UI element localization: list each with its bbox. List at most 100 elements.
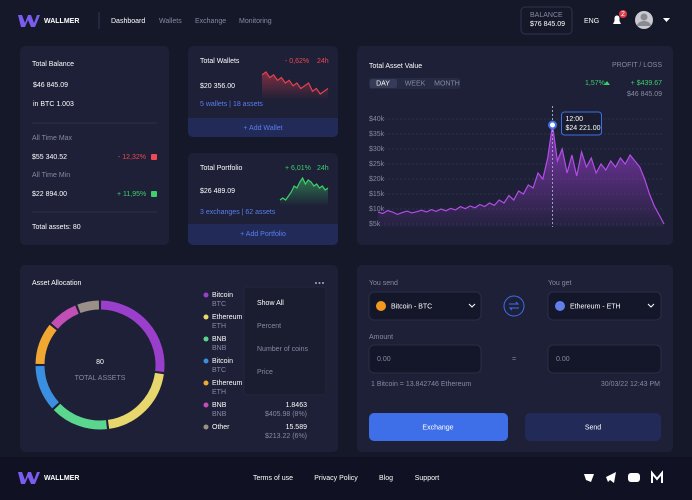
dot bbox=[322, 282, 324, 284]
send-button[interactable] bbox=[525, 413, 661, 441]
y-tick-label: $20k bbox=[369, 176, 385, 183]
avatar-body bbox=[637, 21, 651, 26]
eth-icon bbox=[555, 301, 565, 311]
sparkline-area bbox=[262, 72, 328, 100]
get-coin: Ethereum - ETH bbox=[570, 303, 621, 310]
exchange-button-label[interactable]: Exchange bbox=[422, 424, 453, 431]
footer-link[interactable]: Support bbox=[415, 475, 440, 482]
footer-link[interactable]: Terms of use bbox=[253, 475, 293, 482]
legend-ticker: BNB bbox=[212, 411, 227, 418]
menu-item[interactable]: Number of coins bbox=[257, 346, 308, 353]
footer-link[interactable]: Privacy Policy bbox=[314, 475, 358, 482]
donut-segment bbox=[51, 305, 79, 330]
donut-segment bbox=[53, 403, 107, 430]
menu-item[interactable]: Percent bbox=[257, 323, 281, 330]
action[interactable]: + Add Wallet bbox=[243, 125, 282, 132]
dot bbox=[315, 282, 317, 284]
details[interactable]: 3 exchanges | 62 assets bbox=[200, 209, 276, 216]
legend-dot bbox=[203, 292, 209, 298]
get-input[interactable] bbox=[547, 344, 662, 374]
y-tick-label: $25k bbox=[369, 161, 385, 168]
sparkline bbox=[279, 176, 329, 201]
menu-item[interactable]: Price bbox=[257, 369, 273, 376]
exchange-card: You send Bitcoin - BTC You get Ethereum … bbox=[357, 265, 673, 452]
nav-link[interactable]: Exchange bbox=[195, 18, 226, 25]
send-input[interactable] bbox=[368, 344, 482, 374]
up-icon bbox=[151, 191, 157, 197]
send-button-label[interactable]: Send bbox=[585, 424, 601, 431]
get-select[interactable] bbox=[547, 291, 662, 321]
change: + 6,01% bbox=[285, 165, 311, 172]
tab[interactable]: WEEK bbox=[405, 80, 426, 87]
legend-dot bbox=[203, 336, 209, 342]
footer-link[interactable]: Blog bbox=[379, 475, 393, 482]
title: Total Portfolio bbox=[200, 165, 243, 172]
period: 24h bbox=[317, 165, 329, 172]
nav-link[interactable]: Monitoring bbox=[239, 18, 272, 25]
tab[interactable]: DAY bbox=[376, 80, 390, 87]
medium-icon[interactable] bbox=[651, 470, 663, 483]
y-tick-label: $30k bbox=[369, 146, 385, 153]
bell-icon[interactable] bbox=[613, 15, 621, 24]
exchange-button[interactable] bbox=[369, 413, 508, 441]
max-value: $55 340.52 bbox=[32, 154, 67, 161]
telegram-icon[interactable] bbox=[606, 472, 616, 483]
legend-amount: 1.8463 bbox=[286, 402, 308, 409]
add-wallet-button[interactable] bbox=[188, 118, 338, 137]
avatar-head bbox=[640, 13, 648, 21]
legend-usd: $213.22 bbox=[265, 433, 290, 440]
donut-segment bbox=[77, 300, 100, 314]
total-portfolio-card: Total Portfolio + 6,01% 24h $26 489.09 3… bbox=[188, 153, 338, 245]
get-label: You get bbox=[548, 280, 572, 287]
swap-button[interactable] bbox=[503, 295, 525, 317]
dropdown-menu bbox=[243, 286, 327, 396]
details[interactable]: 5 wallets | 18 assets bbox=[200, 101, 263, 108]
chevron bbox=[647, 303, 655, 308]
total-assets: Total assets: 80 bbox=[32, 224, 81, 231]
legend-ticker: BTC bbox=[212, 367, 226, 374]
y-tick-label: $5k bbox=[369, 221, 381, 228]
swap-icon bbox=[508, 301, 520, 311]
action[interactable]: + Add Portfolio bbox=[240, 231, 286, 238]
active-tab bbox=[370, 79, 397, 88]
tooltip-value: $24 221.00 bbox=[566, 125, 601, 132]
legend-share: (8%) bbox=[292, 411, 307, 418]
caret[interactable] bbox=[663, 18, 670, 22]
area bbox=[378, 125, 664, 227]
balance-box[interactable] bbox=[520, 6, 573, 35]
total: 80 bbox=[96, 359, 104, 366]
legend-name: BNB bbox=[212, 336, 227, 343]
menu-item[interactable]: Show All bbox=[257, 300, 284, 307]
card bbox=[188, 153, 338, 245]
more-button[interactable] bbox=[315, 282, 324, 284]
twitter-icon[interactable] bbox=[584, 474, 594, 482]
amount-label: Amount bbox=[369, 334, 393, 341]
logo bbox=[18, 15, 40, 27]
discord-icon[interactable] bbox=[628, 473, 640, 482]
equals: = bbox=[512, 356, 516, 363]
legend-dot bbox=[203, 402, 209, 408]
nav-link[interactable]: Wallets bbox=[159, 18, 182, 25]
language[interactable]: ENG bbox=[584, 18, 599, 25]
legend-dot bbox=[203, 380, 209, 386]
max-label: All Time Max bbox=[32, 135, 73, 142]
total: $46 845.09 bbox=[627, 91, 662, 98]
title: Total Balance bbox=[32, 61, 74, 68]
timestamp: 30/03/22 12:43 PM bbox=[601, 381, 660, 388]
btc: in BTC 1.003 bbox=[33, 101, 74, 108]
send-select[interactable] bbox=[368, 291, 482, 321]
title: Total Asset Value bbox=[369, 63, 422, 70]
add-portfolio-button[interactable] bbox=[188, 224, 338, 245]
send-coin: Bitcoin - BTC bbox=[391, 303, 432, 310]
brand: WALLMER bbox=[44, 18, 79, 25]
legend-name: Ethereum bbox=[212, 380, 243, 387]
legend-name: Bitcoin bbox=[212, 358, 233, 365]
down-icon bbox=[151, 154, 157, 160]
tab[interactable]: MONTH bbox=[434, 80, 460, 87]
period: 24h bbox=[317, 58, 329, 65]
nav-link[interactable]: Dashboard bbox=[111, 18, 145, 25]
sparkline bbox=[261, 71, 329, 95]
legend-name: Bitcoin bbox=[212, 292, 233, 299]
navbar: WALLMER BALANCE $76 845.09 ENG 2 Dashboa… bbox=[18, 6, 670, 35]
allocation-card: Asset Allocation 80 TOTAL ASSETS Bitcoin… bbox=[20, 265, 338, 452]
